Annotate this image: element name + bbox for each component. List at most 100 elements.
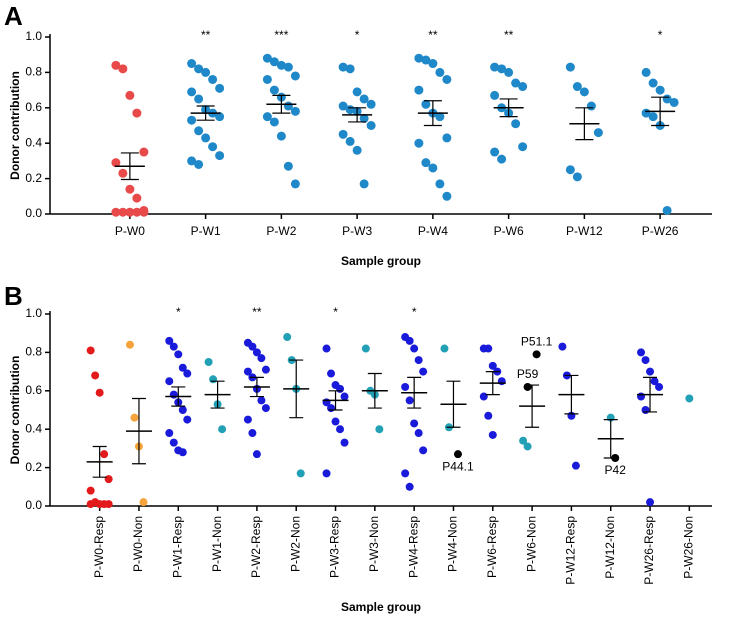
- y-tick-label: 0.2: [25, 171, 42, 185]
- data-point: [401, 469, 410, 478]
- x-tick-label: P-W1: [191, 224, 221, 238]
- data-point: [571, 461, 580, 470]
- data-point: [336, 384, 345, 393]
- x-tick-label: P-W1-Resp: [170, 516, 184, 578]
- y-tick-label: 1.0: [25, 306, 42, 320]
- error-bar: [367, 372, 382, 409]
- data-point: [359, 94, 369, 104]
- x-tick-label: P-W26-Non: [682, 516, 696, 579]
- data-point: [352, 145, 362, 155]
- x-tick-label: P-W2-Resp: [249, 516, 263, 578]
- x-tick-label: P-W6: [494, 224, 524, 238]
- data-point: [366, 121, 376, 130]
- error-bar: [603, 419, 618, 459]
- data-point: [421, 55, 431, 65]
- data-point: [442, 133, 452, 143]
- data-point: [178, 406, 187, 414]
- highlight-point: [523, 382, 532, 391]
- y-tick-label: 0.6: [25, 100, 42, 114]
- x-tick-label: P-W4: [418, 224, 448, 238]
- data-point: [139, 498, 148, 507]
- significance: **: [504, 28, 514, 42]
- data-point: [165, 377, 174, 386]
- data-point: [174, 350, 183, 359]
- error-bar: [92, 445, 107, 478]
- data-point: [558, 342, 567, 351]
- data-point: [327, 404, 336, 413]
- data-point: [336, 425, 345, 434]
- y-tick-label: 0.8: [25, 65, 42, 79]
- data-point: [183, 415, 192, 424]
- significance: ***: [274, 28, 288, 42]
- data-point: [410, 344, 419, 353]
- x-tick-label: P-W0-Non: [131, 516, 145, 572]
- error-bar: [499, 98, 518, 118]
- data-point: [442, 74, 452, 84]
- data-point: [125, 207, 135, 217]
- data-point: [338, 129, 348, 139]
- data-point: [183, 369, 192, 378]
- data-point: [331, 417, 340, 426]
- data-point: [111, 60, 121, 70]
- data-point: [419, 367, 428, 376]
- data-point: [361, 344, 370, 353]
- data-point: [572, 82, 582, 92]
- data-point: [91, 371, 100, 380]
- data-point: [497, 154, 507, 164]
- data-point: [283, 62, 293, 72]
- data-point: [419, 446, 428, 455]
- data-point: [276, 131, 286, 141]
- data-point: [669, 97, 679, 107]
- significance: **: [252, 305, 262, 319]
- data-point: [340, 392, 349, 401]
- data-point: [401, 382, 410, 391]
- data-point: [86, 346, 95, 355]
- highlight-point: [532, 350, 541, 359]
- y-axis-label: Donor contribution: [8, 356, 22, 465]
- data-point: [405, 336, 414, 345]
- data-point: [86, 500, 95, 509]
- data-point: [685, 394, 694, 403]
- data-point: [641, 356, 650, 365]
- data-point: [283, 161, 293, 171]
- error-bar: [196, 105, 215, 121]
- data-point: [405, 482, 414, 491]
- significance: *: [658, 28, 663, 42]
- data-point: [497, 377, 506, 386]
- data-point: [414, 85, 424, 95]
- significance: *: [355, 28, 360, 42]
- data-point: [269, 85, 279, 95]
- highlight-label: P51.1: [521, 334, 553, 348]
- data-point: [593, 128, 603, 138]
- error-bar: [407, 376, 422, 409]
- error-bar: [348, 107, 367, 123]
- error-bar: [643, 376, 658, 413]
- data-point: [586, 101, 596, 111]
- data-point: [178, 448, 187, 457]
- y-tick-label: 0.2: [25, 460, 42, 474]
- data-point: [650, 377, 659, 386]
- data-point: [490, 62, 500, 72]
- data-point: [290, 179, 300, 189]
- error-bar: [575, 107, 594, 141]
- data-point: [187, 115, 197, 125]
- error-bar: [525, 384, 540, 428]
- data-point: [366, 99, 376, 109]
- data-point: [579, 87, 589, 97]
- error-bar: [210, 380, 225, 409]
- data-point: [428, 59, 438, 69]
- data-point: [125, 340, 134, 349]
- data-point: [565, 62, 575, 72]
- data-point: [104, 500, 113, 509]
- error-bar: [564, 374, 579, 415]
- highlight-label: P59: [517, 367, 539, 381]
- data-point: [204, 358, 213, 366]
- data-point: [435, 179, 445, 189]
- error-bar: [171, 386, 186, 407]
- data-point: [215, 112, 225, 122]
- data-point: [165, 336, 174, 345]
- significance: *: [176, 305, 181, 319]
- significance: *: [333, 305, 338, 319]
- error-bar: [485, 371, 500, 396]
- data-point: [269, 57, 279, 67]
